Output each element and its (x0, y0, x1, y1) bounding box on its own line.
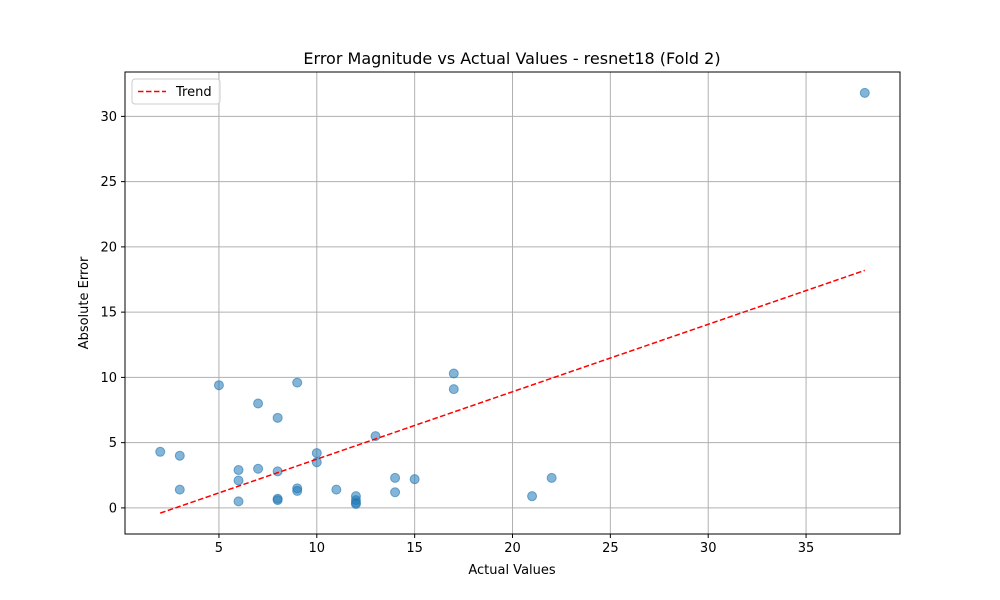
y-tick-label: 0 (109, 501, 117, 516)
y-tick-label: 30 (100, 110, 117, 125)
x-tick-label: 15 (406, 541, 423, 556)
y-tick-label: 10 (100, 371, 117, 386)
scatter-point (272, 412, 283, 423)
scatter-point (409, 474, 420, 485)
scatter-point (350, 498, 361, 509)
scatter-point (292, 485, 303, 496)
scatter-point (390, 487, 401, 498)
x-tick-label: 5 (215, 541, 223, 556)
scatter-point (859, 87, 870, 98)
scatter-point (292, 377, 303, 388)
scatter-point (527, 491, 538, 502)
scatter-point (253, 463, 264, 474)
y-tick-label: 5 (109, 436, 117, 451)
scatter-point (233, 475, 244, 486)
scatter-point (272, 495, 283, 506)
scatter-point (233, 496, 244, 507)
y-axis-title: Absolute Error (77, 256, 92, 349)
x-tick-label: 35 (798, 541, 815, 556)
x-tick-label: 20 (504, 541, 521, 556)
scatter-point (331, 484, 342, 495)
x-axis-title: Actual Values (468, 563, 556, 578)
scatter-point (174, 450, 185, 461)
trend-line (159, 269, 866, 514)
y-tick-label: 20 (100, 240, 117, 255)
x-tick-label: 10 (309, 541, 326, 556)
scatter-point (370, 431, 381, 442)
grid (125, 72, 900, 534)
scatter-point (213, 380, 224, 391)
legend-box (131, 78, 221, 105)
x-ticks: 5 10 15 20 25 30 35 (215, 534, 815, 556)
y-tick-label: 25 (100, 175, 117, 190)
chart-title: Error Magnitude vs Actual Values - resne… (303, 49, 720, 68)
trend-line-layer (159, 269, 866, 514)
x-tick-label: 30 (700, 541, 717, 556)
scatter-point (390, 472, 401, 483)
legend-trend-label: Trend (175, 85, 212, 100)
y-tick-label: 15 (100, 306, 117, 321)
scatter-point (233, 465, 244, 476)
scatter-points (155, 87, 870, 509)
scatter-point (155, 446, 166, 457)
scatter-point (253, 398, 264, 409)
y-ticks: 0 5 10 15 20 25 30 (100, 110, 125, 516)
scatter-point (311, 448, 322, 459)
scatter-point (546, 472, 557, 483)
scatter-point (448, 384, 459, 395)
scatter-point (174, 484, 185, 495)
legend: Trend (131, 78, 221, 105)
scatter-point (448, 368, 459, 379)
scatter-point (311, 457, 322, 468)
x-tick-label: 25 (602, 541, 619, 556)
